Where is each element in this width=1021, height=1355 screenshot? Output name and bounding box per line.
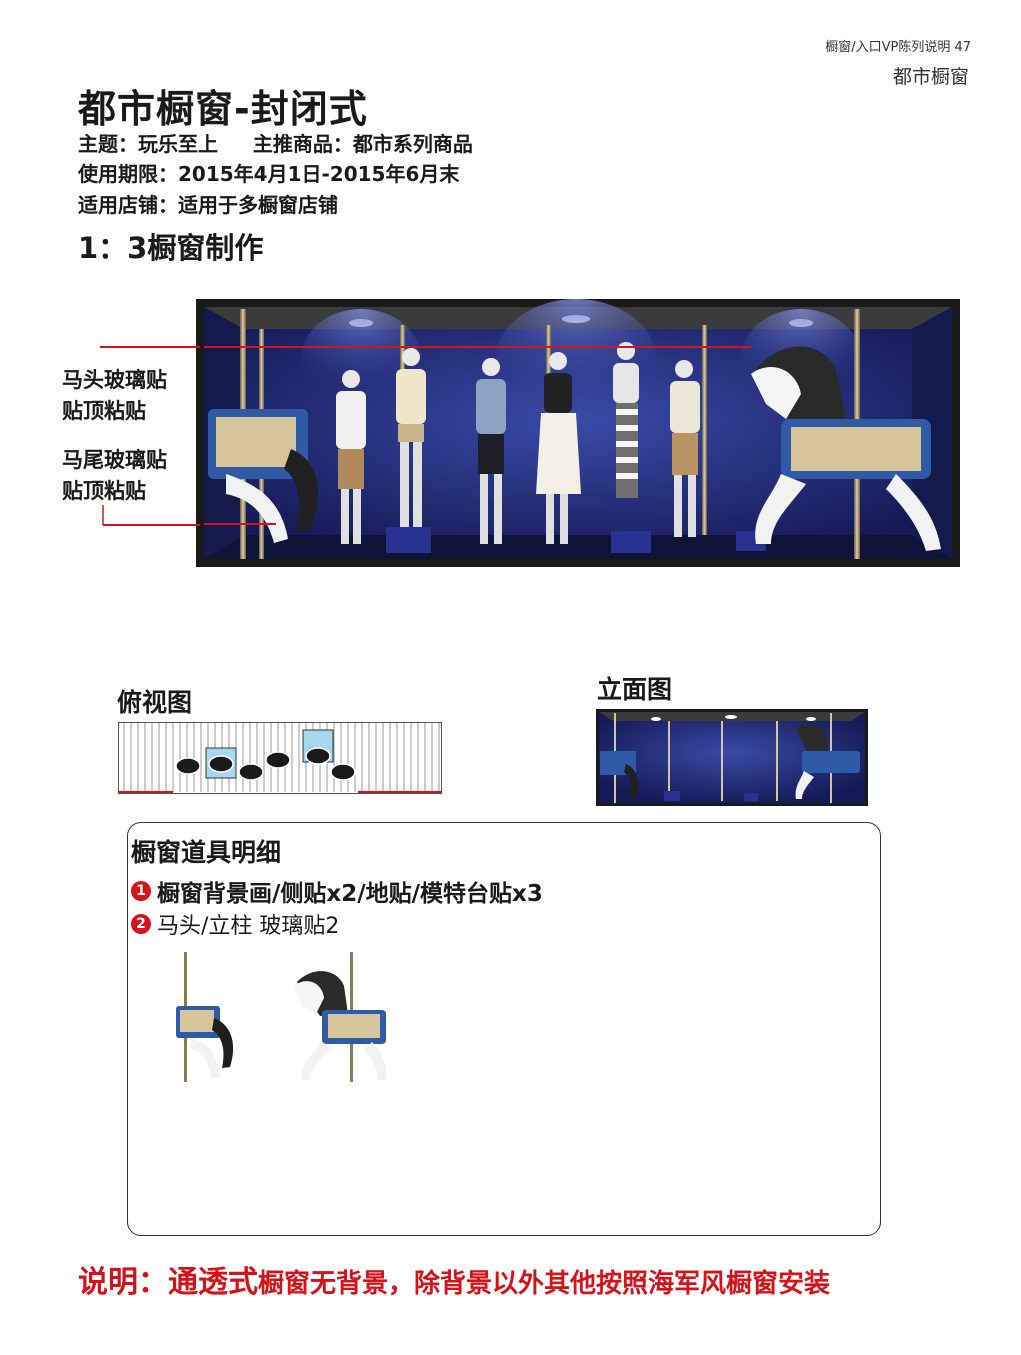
horse-sticker-samples [176, 952, 387, 1082]
mannequin-2 [396, 348, 426, 527]
horse-tail-label-line1: 马尾玻璃贴 [62, 448, 167, 472]
elevation-diagram [596, 709, 868, 806]
model-position [330, 763, 356, 781]
stores-line: 适用店铺：适用于多橱窗店铺 [78, 193, 338, 217]
props-item-text: 橱窗背景画/侧贴x2/地贴/模特台贴x3 [157, 881, 543, 907]
category-label: 都市橱窗 [892, 66, 969, 88]
period-line: 使用期限：2015年4月1日-2015年6月末 [78, 162, 460, 186]
horse-head-label-line2: 贴顶粘贴 [62, 399, 146, 423]
mannequin-4 [536, 352, 581, 544]
horse-rear-sticker [176, 952, 234, 1082]
top-view-label: 俯视图 [117, 688, 193, 717]
model-position [208, 755, 234, 773]
page-title: 都市橱窗-封闭式 [78, 87, 368, 131]
props-item-text: 马头/立柱 玻璃贴2 [157, 914, 340, 939]
horse-front-sticker [294, 952, 387, 1082]
theme-line: 主题：玩乐至上 主推商品：都市系列商品 [78, 132, 473, 156]
window-illustration [196, 299, 960, 567]
carousel-pole [702, 325, 707, 535]
props-detail-box [127, 822, 881, 1236]
note-text: 橱窗无背景，除背景以外其他按照海军风橱窗安装 [258, 1269, 831, 1299]
mannequin-6 [670, 360, 700, 537]
leader-extensions [100, 346, 200, 526]
props-item-1: 1 橱窗背景画/侧贴x2/地贴/模特台贴x3 [131, 874, 543, 908]
props-detail-title: 橱窗道具明细 [131, 838, 282, 867]
item-number-badge: 2 [131, 914, 151, 934]
model-position [305, 747, 331, 765]
note-prefix: 说明： [78, 1265, 168, 1300]
item-number-badge: 1 [131, 881, 151, 901]
top-view-diagram [118, 722, 442, 794]
section-subtitle: 1：3橱窗制作 [78, 231, 264, 265]
carousel-horse-left [208, 409, 319, 543]
props-item-2: 2 马头/立柱 玻璃贴2 [131, 908, 339, 940]
elevation-label: 立面图 [597, 675, 673, 704]
model-position [238, 763, 264, 781]
installation-note: 说明：通透式橱窗无背景，除背景以外其他按照海军风橱窗安装 [78, 1257, 830, 1301]
carousel-horse-right [751, 346, 941, 551]
horse-tail-label-line2: 贴顶粘贴 [62, 479, 146, 503]
note-emphasis: 通透式 [168, 1265, 258, 1300]
model-pedestal [386, 527, 431, 553]
page-reference: 橱窗/入口VP陈列说明 47 [825, 40, 971, 55]
horse-head-label-line1: 马头玻璃贴 [62, 368, 167, 392]
horse-head-sticker-label: 马头玻璃贴 贴顶粘贴 [62, 365, 167, 427]
model-pedestal [611, 531, 651, 553]
horse-tail-sticker-label: 马尾玻璃贴 贴顶粘贴 [62, 445, 167, 507]
mannequin-3 [476, 358, 506, 544]
mannequin-1 [336, 370, 366, 544]
model-position [175, 757, 201, 775]
model-position [265, 751, 291, 769]
mannequin-5 [613, 342, 639, 498]
